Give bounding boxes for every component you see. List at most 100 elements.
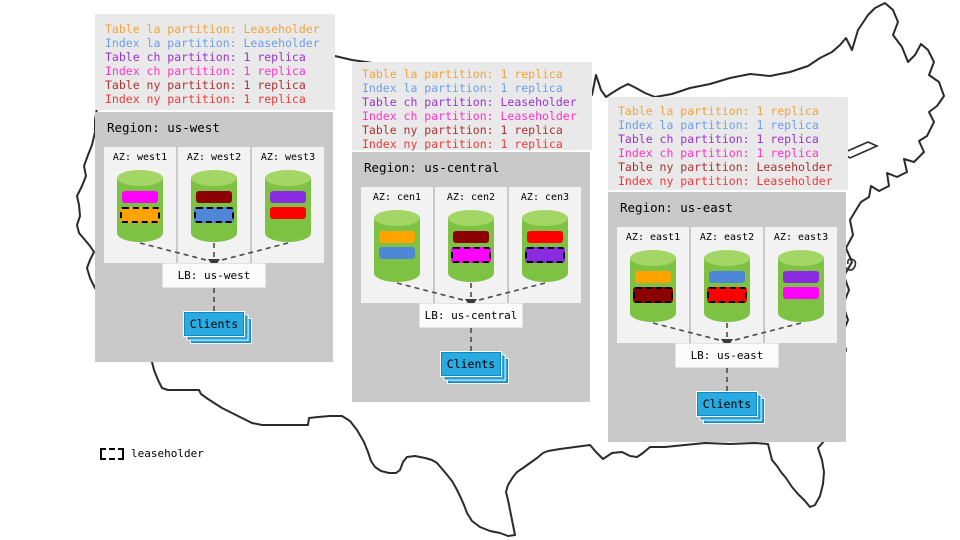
region-box-us-central: Region: us-central AZ: cen1 AZ: cen2 xyxy=(352,152,590,402)
az-west2: AZ: west2 xyxy=(178,147,250,263)
partition-bar xyxy=(379,231,415,243)
az-label: AZ: cen1 xyxy=(372,192,422,203)
partition-bar xyxy=(196,191,232,203)
column-us-west: Table la partition: Leaseholder Index la… xyxy=(95,14,335,362)
legend-line: Table ch partition: 1 replica xyxy=(618,131,819,146)
db-node-cylinder xyxy=(522,210,568,284)
cylinder-top xyxy=(117,170,163,186)
az-label: AZ: east2 xyxy=(699,232,755,243)
legend-line: Index la partition: Leaseholder xyxy=(105,35,320,50)
region-box-us-west: Region: us-west AZ: west1 AZ: west2 xyxy=(95,112,333,362)
partition-bar xyxy=(527,231,563,243)
db-node-cylinder xyxy=(117,170,163,244)
cylinder-top xyxy=(191,170,237,186)
az-label: AZ: east1 xyxy=(625,232,681,243)
leaseholder-swatch-icon xyxy=(100,447,124,460)
legend-line: Table ny partition: 1 replica xyxy=(362,122,563,137)
partition-bar xyxy=(379,247,415,259)
legend-line: Index la partition: 1 replica xyxy=(362,80,563,95)
az-east1: AZ: east1 xyxy=(617,227,689,343)
partition-bar xyxy=(270,207,306,219)
az-west1: AZ: west1 xyxy=(104,147,176,263)
db-node-cylinder xyxy=(265,170,311,244)
partition-bar xyxy=(453,231,489,243)
column-us-east: Table la partition: 1 replica Index la p… xyxy=(608,97,848,442)
region-title: Region: us-east xyxy=(620,200,733,215)
cylinder-top xyxy=(448,210,494,226)
az-label: AZ: west1 xyxy=(112,152,168,163)
partition-bar xyxy=(633,287,673,303)
legend-line: Index la partition: 1 replica xyxy=(618,117,819,132)
az-east2: AZ: east2 xyxy=(691,227,763,343)
partition-bar xyxy=(635,271,671,283)
az-panel: AZ: west1 AZ: west2 xyxy=(104,147,324,263)
partition-bar xyxy=(709,271,745,283)
partition-bar xyxy=(783,271,819,283)
region-box-us-east: Region: us-east AZ: east1 AZ: east2 xyxy=(608,192,846,442)
az-label: AZ: east3 xyxy=(773,232,829,243)
clients-label: Clients xyxy=(440,351,502,377)
az-label: AZ: cen3 xyxy=(520,192,570,203)
legend-line: Table la partition: Leaseholder xyxy=(105,22,320,36)
legend-line: Table ny partition: Leaseholder xyxy=(618,159,833,174)
partition-legend-us-west: Table la partition: Leaseholder Index la… xyxy=(95,14,335,110)
partition-legend-us-east: Table la partition: 1 replica Index la p… xyxy=(608,97,848,190)
partition-bar xyxy=(525,247,565,263)
cylinder-top xyxy=(630,250,676,266)
az-east3: AZ: east3 xyxy=(765,227,837,343)
az-label: AZ: west3 xyxy=(260,152,316,163)
legend-line: Index ny partition: Leaseholder xyxy=(618,173,833,188)
load-balancer-us-central: LB: us-central xyxy=(419,303,523,328)
legend-line: Index ny partition: 1 replica xyxy=(105,91,306,106)
db-node-cylinder xyxy=(191,170,237,244)
legend-line: Table ch partition: 1 replica xyxy=(105,49,306,64)
cylinder-top xyxy=(374,210,420,226)
cylinder-top xyxy=(522,210,568,226)
clients-us-central: Clients xyxy=(440,351,509,384)
legend-line: Index ch partition: Leaseholder xyxy=(362,108,577,123)
clients-label: Clients xyxy=(183,311,245,337)
partition-legend-us-central: Table la partition: 1 replica Index la p… xyxy=(352,62,592,150)
leaseholder-key: leaseholder xyxy=(100,447,204,460)
clients-us-west: Clients xyxy=(183,311,252,344)
legend-line: Table ny partition: 1 replica xyxy=(105,77,306,92)
cylinder-top xyxy=(265,170,311,186)
cylinder-top xyxy=(704,250,750,266)
legend-line: Index ny partition: 1 replica xyxy=(362,136,563,151)
partition-bar xyxy=(194,207,234,223)
partition-bar xyxy=(707,287,747,303)
partition-bar xyxy=(122,191,158,203)
cylinder-top xyxy=(778,250,824,266)
az-label: AZ: west2 xyxy=(186,152,242,163)
az-cen1: AZ: cen1 xyxy=(361,187,433,303)
legend-line: Table ch partition: Leaseholder xyxy=(362,94,577,109)
az-panel: AZ: east1 AZ: east2 xyxy=(617,227,837,343)
db-node-cylinder xyxy=(374,210,420,284)
az-west3: AZ: west3 xyxy=(252,147,324,263)
az-cen2: AZ: cen2 xyxy=(435,187,507,303)
partition-bar xyxy=(451,247,491,263)
legend-line: Index ch partition: 1 replica xyxy=(618,145,819,160)
db-node-cylinder xyxy=(778,250,824,324)
clients-label: Clients xyxy=(696,391,758,417)
partition-bar xyxy=(120,207,160,223)
clients-us-east: Clients xyxy=(696,391,765,424)
az-label: AZ: cen2 xyxy=(446,192,496,203)
load-balancer-us-west: LB: us-west xyxy=(162,263,266,288)
region-title: Region: us-west xyxy=(107,120,220,135)
leaseholder-key-label: leaseholder xyxy=(131,447,204,460)
partition-bar xyxy=(783,287,819,299)
az-panel: AZ: cen1 AZ: cen2 xyxy=(361,187,581,303)
legend-line: Table la partition: 1 replica xyxy=(362,67,563,81)
az-cen3: AZ: cen3 xyxy=(509,187,581,303)
column-us-central: Table la partition: 1 replica Index la p… xyxy=(352,62,592,402)
partition-bar xyxy=(270,191,306,203)
db-node-cylinder xyxy=(704,250,750,324)
db-node-cylinder xyxy=(630,250,676,324)
load-balancer-us-east: LB: us-east xyxy=(675,343,779,368)
db-node-cylinder xyxy=(448,210,494,284)
legend-line: Index ch partition: 1 replica xyxy=(105,63,306,78)
legend-line: Table la partition: 1 replica xyxy=(618,104,819,118)
region-title: Region: us-central xyxy=(364,160,500,175)
